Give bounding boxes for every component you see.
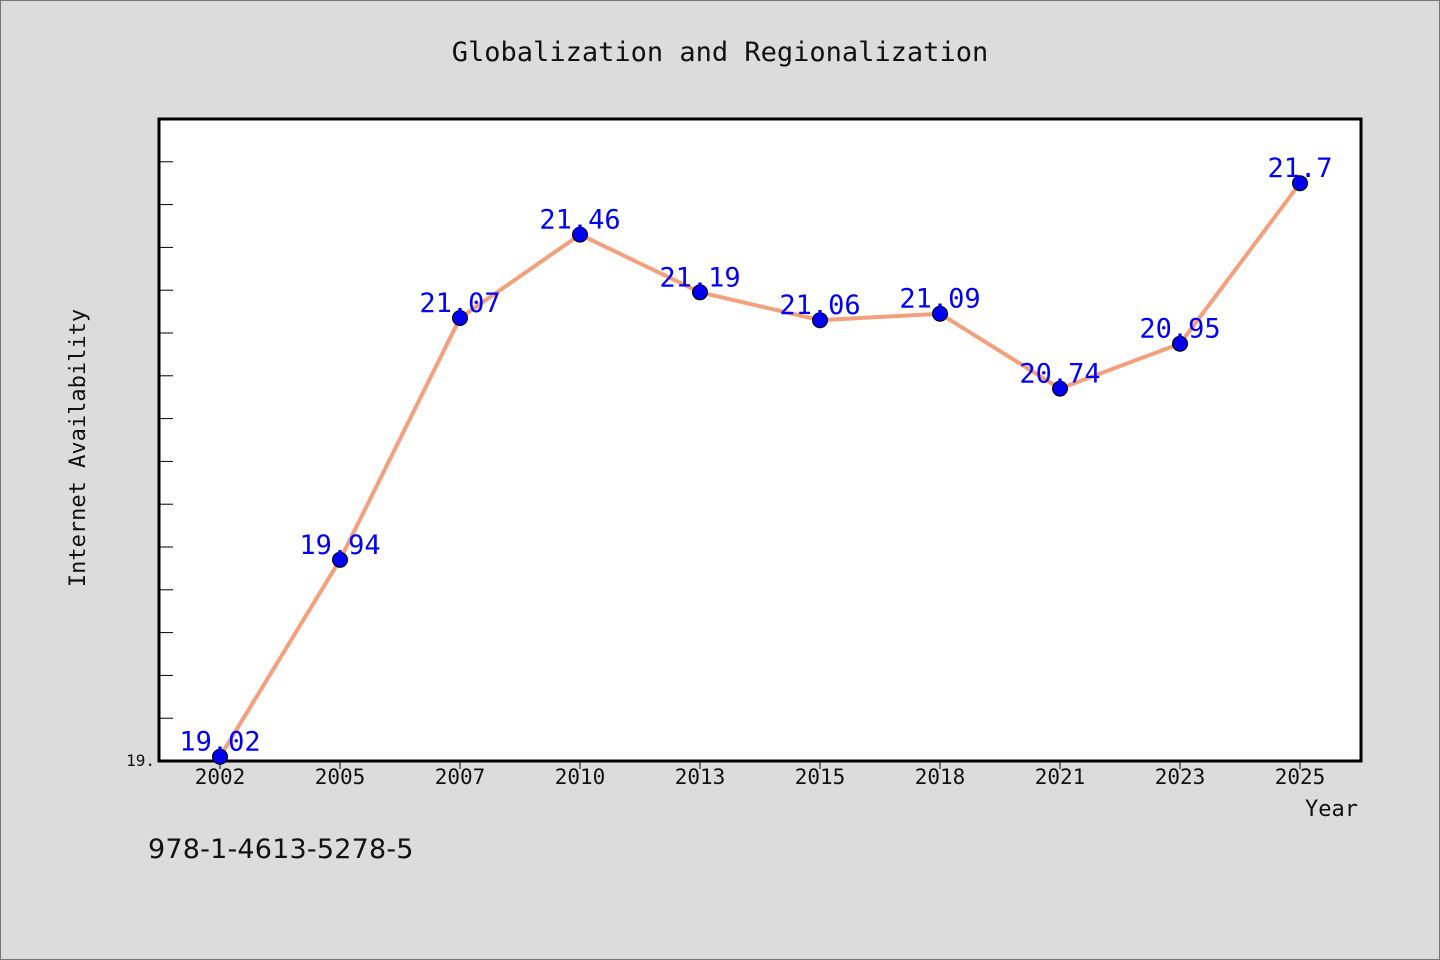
y-axis-label: Internet Availability bbox=[66, 309, 91, 587]
y-tick-label: 19. bbox=[126, 751, 155, 770]
data-label: 19.02 bbox=[179, 727, 260, 758]
series-layer: 19.02 19.94 21.07 21.46 21.19 21.06 21.09 20.74… bbox=[179, 153, 1333, 765]
data-label: 20.95 bbox=[1139, 314, 1220, 345]
data-label: 19.94 bbox=[299, 530, 380, 561]
y-axis-ticks: 19. bbox=[126, 161, 173, 770]
data-point bbox=[332, 551, 348, 568]
x-tick-label: 2007 bbox=[435, 765, 486, 789]
isbn-text: 978-1-4613-5278-5 bbox=[148, 834, 414, 865]
data-point bbox=[1172, 335, 1188, 352]
x-tick-label: 2018 bbox=[915, 765, 966, 789]
series-line bbox=[218, 182, 1302, 758]
x-tick-label: 2021 bbox=[1035, 765, 1086, 789]
x-tick-label: 2002 bbox=[195, 765, 246, 789]
data-label: 20.74 bbox=[1019, 359, 1100, 390]
x-tick-label: 2025 bbox=[1275, 765, 1326, 789]
x-tick-label: 2005 bbox=[315, 765, 366, 789]
x-tick-label: 2010 bbox=[555, 765, 606, 789]
data-label: 21.7 bbox=[1267, 153, 1332, 184]
data-label: 21.19 bbox=[659, 262, 740, 293]
chart-title: Globalization and Regionalization bbox=[452, 37, 988, 68]
data-label: 21.09 bbox=[899, 284, 980, 315]
x-tick-label: 2023 bbox=[1155, 765, 1206, 789]
data-point bbox=[572, 226, 588, 243]
data-point bbox=[1292, 175, 1308, 192]
x-tick-label: 2015 bbox=[795, 765, 846, 789]
data-point bbox=[452, 310, 468, 326]
data-label: 21.06 bbox=[779, 290, 860, 321]
x-tick-label: 2013 bbox=[675, 765, 726, 789]
data-label: 21.46 bbox=[539, 205, 620, 236]
data-point bbox=[692, 284, 708, 301]
data-point bbox=[812, 312, 828, 329]
data-label: 21.07 bbox=[419, 288, 500, 319]
x-axis-label: Year bbox=[1305, 797, 1358, 822]
plot-area bbox=[157, 117, 1363, 763]
data-point bbox=[932, 305, 948, 322]
data-point bbox=[212, 748, 228, 765]
data-point bbox=[1052, 380, 1068, 397]
x-axis-ticks: 2002 2005 2007 2010 2013 2015 2018 2021 2023 2025 bbox=[195, 761, 1326, 789]
